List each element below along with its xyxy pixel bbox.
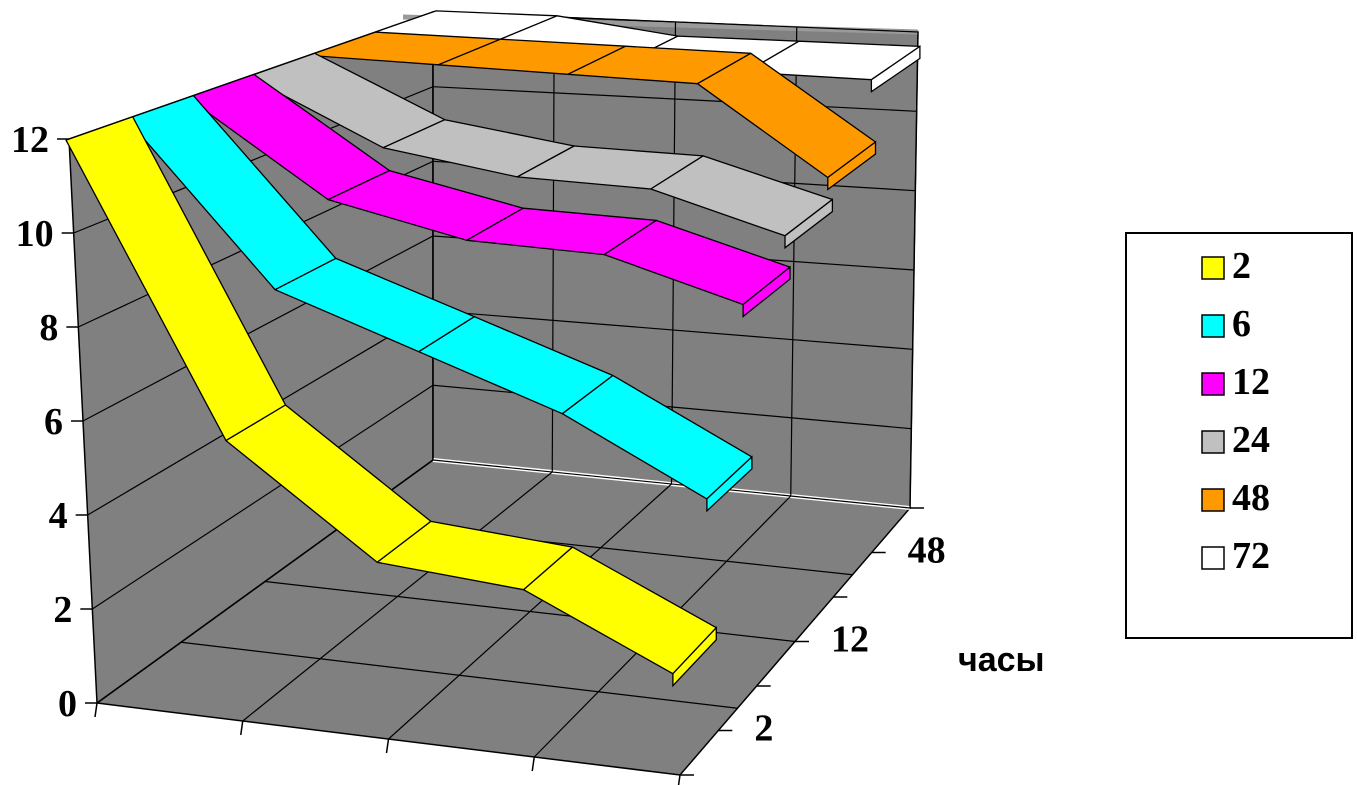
chart-axes: 0 2 4 6 8 10 12 2 12 48	[11, 119, 946, 785]
ribbon-end-cap	[870, 45, 921, 93]
series-ribbon-12	[186, 73, 791, 318]
depth-axis-tick-label: 12	[831, 619, 869, 661]
depth-axis-tick-label: 48	[908, 530, 946, 572]
legend-label-2: 2	[1232, 245, 1251, 287]
value-axis-tick-label: 12	[11, 119, 49, 161]
legend-swatch-2	[1201, 256, 1225, 280]
category-axis-tick	[94, 702, 98, 718]
value-axis-tick-label: 4	[49, 495, 68, 537]
floor-depth-gridline	[180, 641, 738, 709]
legend-label-72: 72	[1232, 535, 1270, 577]
series-ribbon-2	[65, 116, 717, 688]
legend-swatch-72	[1201, 546, 1225, 570]
chart-series-ribbons	[65, 10, 921, 688]
value-axis-tick-label: 0	[58, 683, 77, 725]
legend-swatch-12	[1201, 372, 1225, 396]
legend-label-12: 12	[1232, 361, 1270, 403]
legend-label-24: 24	[1232, 419, 1270, 461]
legend-swatch-24	[1201, 430, 1225, 454]
value-axis-tick-label: 2	[53, 589, 72, 631]
legend-label-6: 6	[1232, 303, 1251, 345]
ribbon-end-cap	[784, 198, 834, 250]
series-ribbon-24	[247, 52, 834, 250]
value-axis-tick-label: 6	[44, 401, 63, 443]
legend-label-48: 48	[1232, 477, 1270, 519]
depth-axis-title: часы	[958, 641, 1045, 679]
category-axis-tick	[531, 756, 535, 772]
ribbon-end-cap	[672, 626, 717, 688]
category-axis-tick	[240, 720, 244, 736]
legend-swatch-6	[1201, 314, 1225, 338]
category-gridline	[909, 31, 919, 509]
ribbon-end-cap	[742, 265, 791, 318]
legend-swatch-48	[1201, 488, 1225, 512]
ribbon-end-cap	[706, 455, 753, 513]
value-axis-tick-label: 8	[39, 307, 58, 349]
ribbon-end-cap	[827, 140, 877, 191]
series-ribbon-48	[307, 31, 877, 191]
category-axis-tick	[385, 738, 390, 754]
depth-axis-tick-label: 2	[754, 708, 773, 750]
category-axis-tick	[677, 774, 681, 785]
chart-legend: 2 6 12 24 48 72	[1125, 232, 1353, 639]
legend-box	[1125, 232, 1353, 639]
value-axis-tick-label: 10	[16, 213, 54, 255]
series-ribbon-6	[125, 94, 753, 513]
